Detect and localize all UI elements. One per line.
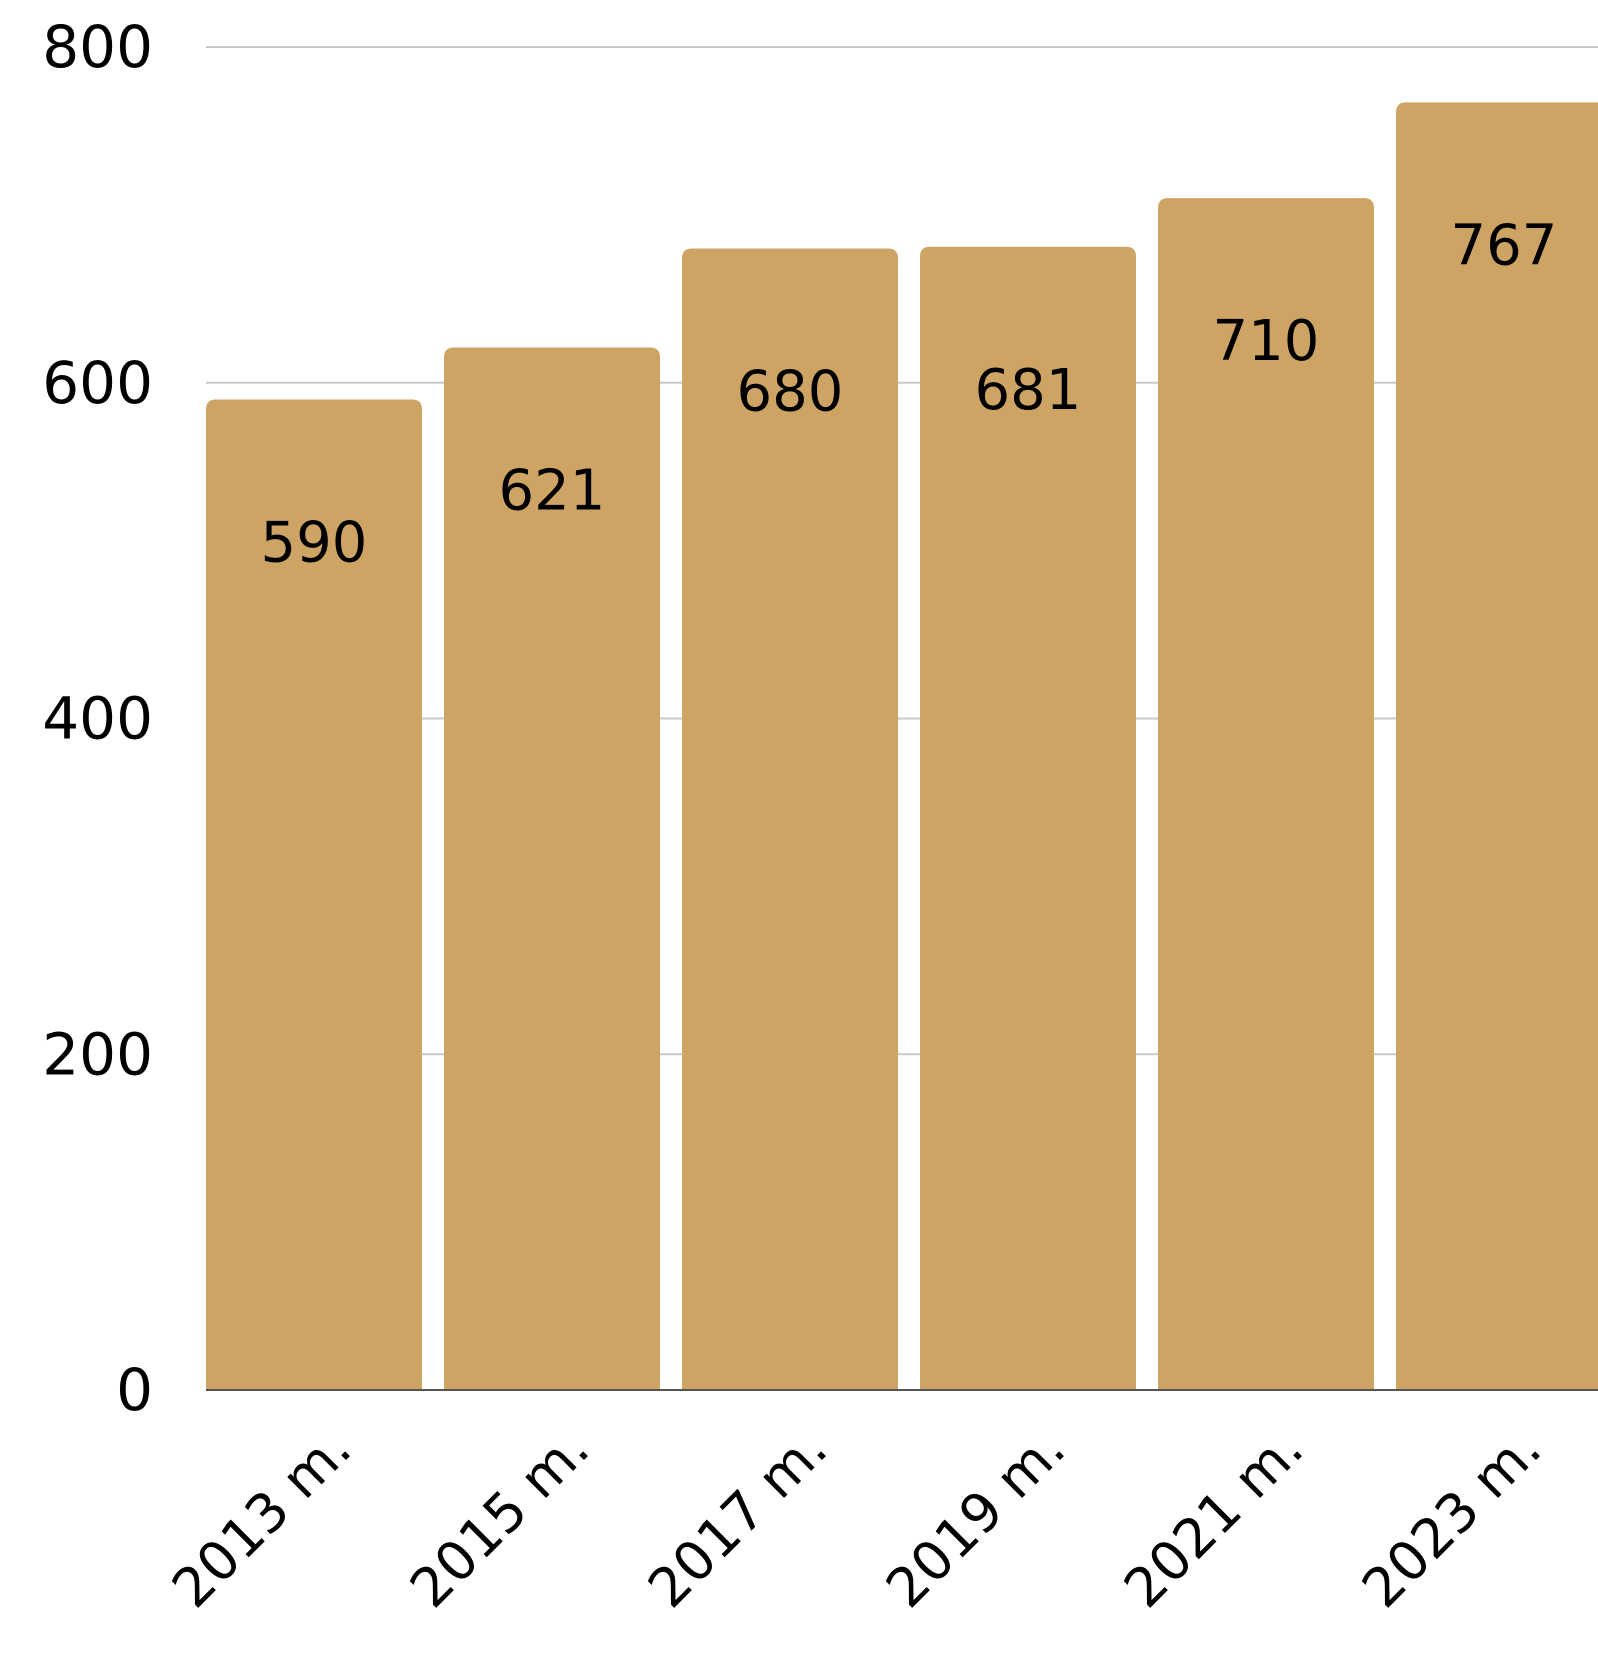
data-label: 590 [261, 511, 368, 576]
x-tick-label: 2013 m. [160, 1417, 363, 1620]
y-tick-label: 0 [116, 1356, 153, 1424]
y-tick-label: 600 [42, 349, 153, 417]
y-tick-label: 800 [42, 13, 153, 81]
data-label: 621 [499, 458, 606, 523]
data-label: 710 [1213, 309, 1320, 374]
x-tick-labels: 2013 m. 2015 m. 2017 m. 2019 m. 2021 m. 2023 … [160, 1417, 1553, 1620]
data-label: 681 [975, 358, 1082, 423]
x-tick-label: 2019 m. [874, 1417, 1077, 1620]
x-tick-label: 2015 m. [398, 1417, 601, 1620]
bar [1396, 102, 1598, 1390]
data-label: 680 [737, 359, 844, 424]
data-labels: 590 621 680 681 710 767 [261, 213, 1558, 575]
x-tick-label: 2017 m. [636, 1417, 839, 1620]
bar [444, 347, 660, 1391]
y-tick-labels: 0 200 400 600 800 [42, 13, 153, 1424]
data-label: 767 [1451, 213, 1558, 278]
y-tick-label: 200 [42, 1020, 153, 1088]
x-tick-label: 2023 m. [1350, 1417, 1553, 1620]
bar [206, 399, 422, 1391]
bar [682, 248, 898, 1391]
x-tick-label: 2021 m. [1112, 1417, 1315, 1620]
y-tick-label: 400 [42, 685, 153, 753]
bars [206, 102, 1598, 1391]
bar [1158, 198, 1374, 1390]
bar [920, 246, 1136, 1391]
